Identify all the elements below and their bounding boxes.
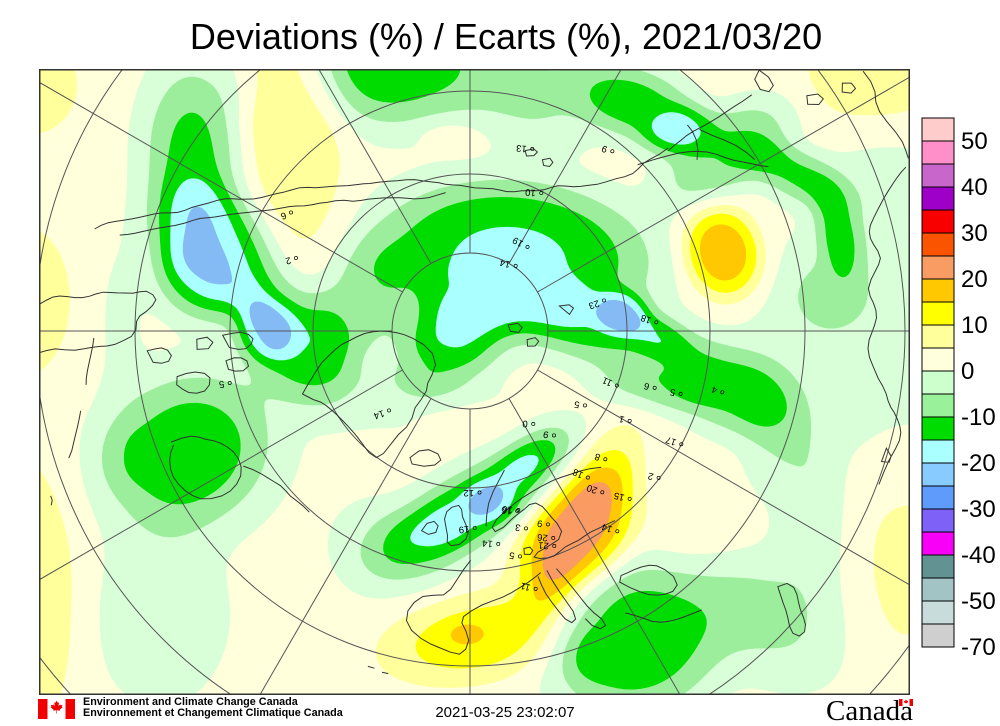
svg-text:18: 18 [639, 312, 653, 326]
svg-text:19: 19 [511, 234, 526, 249]
svg-text:5: 5 [218, 378, 224, 389]
svg-text:15: 15 [613, 489, 626, 502]
svg-text:6: 6 [279, 209, 288, 221]
svg-text:-30: -30 [961, 496, 996, 523]
svg-text:16: 16 [501, 504, 512, 516]
svg-text:-10: -10 [961, 404, 996, 431]
svg-text:-40: -40 [961, 542, 996, 569]
svg-text:10: 10 [525, 186, 536, 198]
svg-text:13: 13 [516, 142, 527, 154]
svg-text:9: 9 [542, 428, 549, 440]
svg-text:20: 20 [585, 482, 599, 496]
svg-text:30: 30 [961, 220, 988, 247]
svg-text:12: 12 [463, 487, 474, 498]
svg-text:21: 21 [538, 539, 549, 551]
svg-text:23: 23 [587, 297, 601, 311]
svg-text:0: 0 [961, 358, 974, 385]
svg-text:5: 5 [573, 398, 580, 410]
svg-text:19: 19 [458, 523, 469, 535]
svg-text:8: 8 [593, 450, 602, 462]
svg-text:14: 14 [482, 537, 493, 549]
svg-text:9: 9 [536, 517, 543, 529]
svg-text:-20: -20 [961, 450, 996, 477]
svg-text:14: 14 [372, 407, 386, 421]
svg-text:-50: -50 [961, 588, 996, 615]
svg-text:5: 5 [508, 549, 515, 561]
svg-text:1: 1 [618, 413, 626, 425]
svg-text:20: 20 [961, 266, 988, 293]
svg-text:14: 14 [600, 521, 614, 535]
svg-text:2: 2 [647, 470, 655, 482]
svg-text:40: 40 [961, 174, 988, 201]
svg-text:50: 50 [961, 128, 988, 155]
svg-text:5: 5 [669, 386, 677, 398]
svg-text:3: 3 [514, 521, 521, 533]
svg-text:4: 4 [710, 383, 719, 395]
svg-text:9: 9 [600, 142, 609, 154]
svg-text:6: 6 [643, 380, 651, 392]
svg-text:16: 16 [502, 503, 513, 515]
svg-text:26: 26 [537, 531, 548, 543]
svg-text:11: 11 [519, 580, 531, 593]
svg-text:14: 14 [499, 256, 512, 269]
svg-text:2: 2 [284, 254, 292, 266]
svg-text:17: 17 [664, 434, 678, 448]
svg-text:-70: -70 [961, 634, 996, 661]
svg-text:10: 10 [961, 312, 988, 339]
svg-text:11: 11 [601, 374, 615, 388]
svg-text:0: 0 [522, 418, 528, 429]
svg-text:18: 18 [571, 466, 585, 480]
